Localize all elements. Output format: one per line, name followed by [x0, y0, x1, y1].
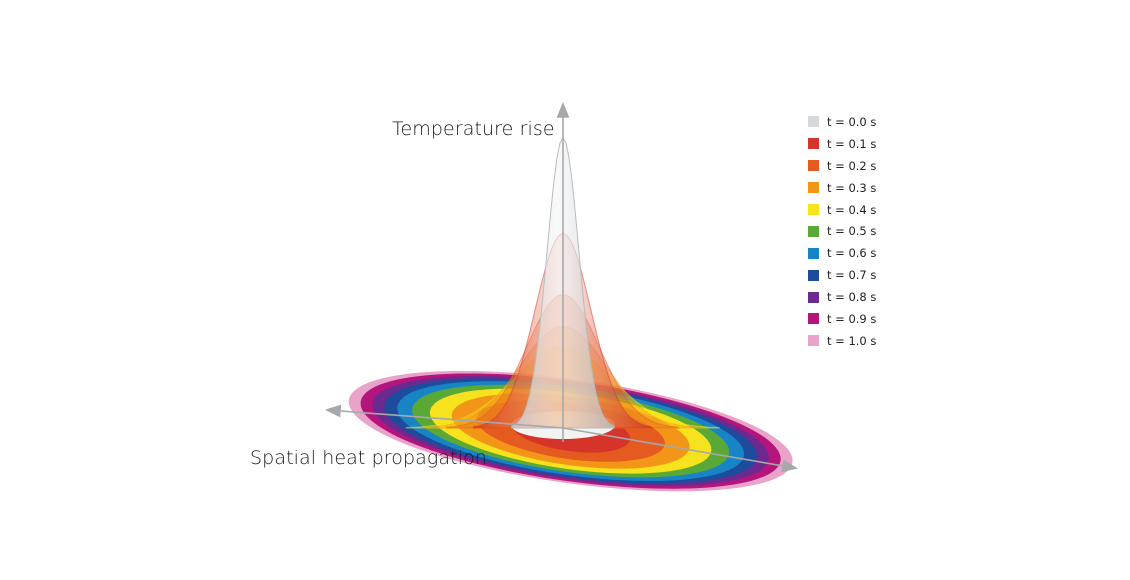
legend-label: t = 0.9 s: [827, 311, 877, 326]
legend-label: t = 0.8 s: [827, 290, 877, 305]
legend-item: t = 0.6 s: [808, 242, 876, 264]
legend-swatch: [808, 225, 819, 237]
legend-item: t = 0.8 s: [808, 286, 876, 308]
legend-item: t = 0.4 s: [808, 199, 876, 221]
legend-swatch: [808, 138, 819, 150]
legend-item: t = 0.3 s: [808, 177, 876, 199]
legend-item: t = 0.7 s: [808, 264, 876, 286]
legend-swatch: [808, 269, 819, 281]
legend-label: t = 0.0 s: [827, 114, 877, 129]
vertical-axis-label: Temperature rise: [392, 118, 555, 140]
legend-label: t = 0.7 s: [827, 268, 877, 283]
legend-label: t = 0.1 s: [827, 136, 877, 151]
legend-swatch: [808, 160, 819, 172]
legend-label: t = 0.2 s: [827, 158, 877, 173]
legend-item: t = 0.0 s: [808, 111, 876, 133]
legend-item: t = 0.1 s: [808, 133, 876, 155]
legend-item: t = 0.5 s: [808, 220, 876, 242]
horizontal-axis-label: Spatial heat propagation: [250, 447, 487, 469]
horizontal-axis-left: [324, 404, 564, 429]
legend-item: t = 0.9 s: [808, 308, 876, 330]
legend-swatch: [808, 182, 819, 194]
legend-label: t = 0.3 s: [827, 180, 877, 195]
legend-label: t = 0.4 s: [827, 202, 877, 217]
legend-swatch: [808, 313, 819, 325]
legend-label: t = 1.0 s: [827, 333, 877, 348]
legend-swatch: [808, 335, 819, 347]
legend-swatch: [808, 247, 819, 259]
legend: t = 0.0 s t = 0.1 s t = 0.2 s t = 0.3 s t = …: [808, 111, 876, 352]
legend-label: t = 0.5 s: [827, 224, 877, 239]
legend-swatch: [808, 116, 819, 128]
legend-label: t = 0.6 s: [827, 246, 877, 261]
legend-item: t = 1.0 s: [808, 330, 876, 352]
legend-swatch: [808, 291, 819, 303]
legend-swatch: [808, 204, 819, 215]
horizontal-axis-right: [562, 427, 799, 473]
legend-item: t = 0.2 s: [808, 155, 876, 177]
